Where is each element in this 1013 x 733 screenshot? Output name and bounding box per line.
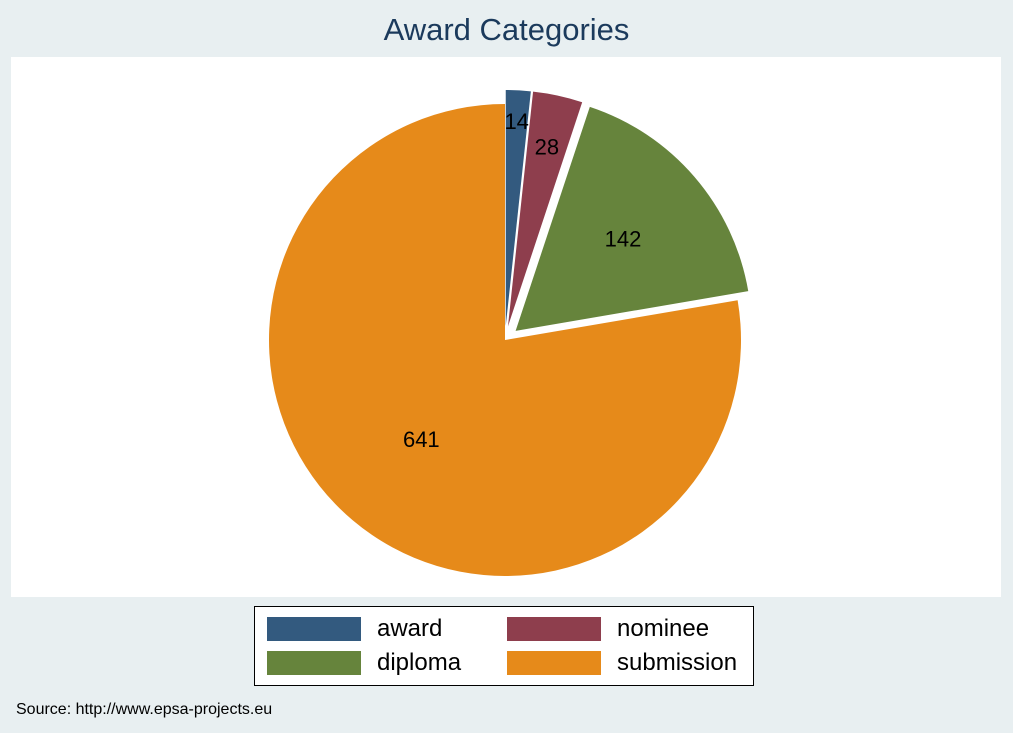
legend-swatch-nominee	[507, 617, 601, 641]
legend-label-submission: submission	[617, 649, 738, 676]
pie-slice-submission	[268, 103, 741, 576]
pie-slice-nominee	[507, 91, 583, 327]
plot-area: 14 28 142 641	[11, 57, 1001, 597]
legend-swatch-diploma	[267, 651, 361, 675]
source-note: Source: http://www.epsa-projects.eu	[16, 701, 273, 718]
legend-label-nominee: nominee	[617, 615, 710, 642]
pie-slice-diploma	[515, 106, 749, 331]
pie-slice-award	[505, 90, 531, 327]
legend-label-award: award	[377, 615, 443, 642]
legend-swatch-submission	[507, 651, 601, 675]
slice-label-nominee: 28	[535, 134, 559, 159]
slice-label-submission: 641	[403, 427, 440, 452]
chart-title: Award Categories	[383, 12, 630, 47]
slice-label-diploma: 142	[605, 227, 642, 252]
legend: award nominee diploma submission	[254, 606, 754, 686]
legend-swatch-award	[267, 617, 361, 641]
legend-label-diploma: diploma	[377, 649, 462, 676]
slice-label-award: 14	[504, 109, 528, 134]
pie-chart: 14 28 142 641	[268, 90, 749, 576]
